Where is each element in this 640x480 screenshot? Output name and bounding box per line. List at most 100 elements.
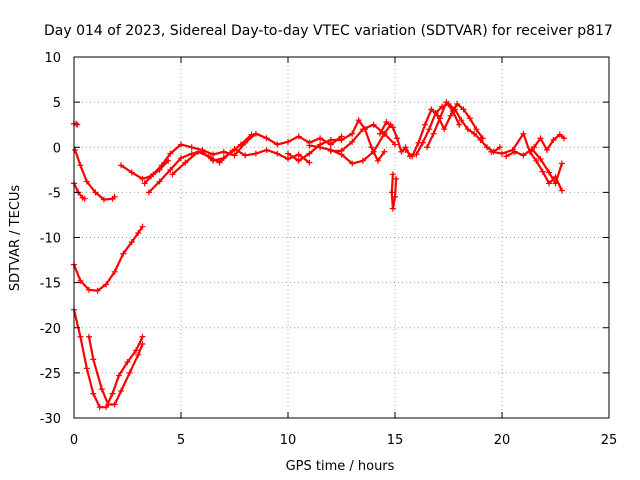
data-point [409, 153, 416, 160]
data-point [546, 169, 553, 176]
data-point [242, 152, 249, 159]
data-point [135, 229, 142, 236]
data-points [71, 99, 568, 411]
data-point [195, 148, 202, 155]
data-point [537, 155, 544, 162]
data-point [389, 205, 396, 212]
data-point [317, 135, 324, 142]
y-tick-label: -25 [40, 367, 61, 382]
data-point [295, 133, 302, 140]
x-tick-label: 5 [177, 433, 185, 448]
data-point [520, 130, 527, 137]
data-point [167, 150, 174, 157]
x-tick-label: 10 [280, 433, 297, 448]
data-point [499, 150, 505, 157]
chart-title: Day 014 of 2023, Sidereal Day-to-day VTE… [44, 23, 613, 39]
data-point [359, 157, 366, 164]
data-point [458, 117, 465, 124]
data-point [306, 150, 313, 157]
data-point [188, 144, 195, 151]
data-point [216, 159, 223, 166]
data-point [263, 146, 270, 153]
series-arc-f [85, 333, 146, 408]
data-point [145, 189, 152, 196]
data-point [419, 139, 426, 146]
data-point [150, 171, 157, 178]
data-point [252, 130, 259, 137]
y-tick-label: 10 [44, 51, 61, 66]
data-point [539, 168, 546, 175]
data-point [139, 333, 146, 340]
series-arc-d [71, 223, 146, 294]
data-point [383, 118, 390, 125]
data-point [511, 148, 518, 155]
data-point [398, 148, 405, 155]
series-trace [505, 148, 563, 185]
data-point [306, 142, 313, 149]
series-arc-r [424, 99, 463, 151]
x-tick-label: 20 [494, 433, 511, 448]
data-point [349, 138, 356, 145]
series-arc-o [388, 171, 400, 212]
data-point [83, 178, 90, 185]
data-point [133, 347, 140, 354]
data-point [402, 146, 409, 153]
series-arc-e [71, 306, 146, 411]
data-point [546, 180, 553, 187]
series-trace [171, 133, 253, 176]
data-point [436, 115, 443, 122]
data-point [285, 155, 291, 162]
data-point [85, 333, 92, 340]
series-trace [72, 225, 144, 292]
data-point [370, 121, 377, 128]
series-trace [390, 173, 398, 210]
data-point [349, 160, 356, 167]
data-point [550, 137, 557, 144]
data-point [158, 162, 165, 169]
data-point [103, 281, 110, 288]
series-arc-t [503, 146, 565, 187]
data-point [456, 121, 463, 128]
data-point [393, 175, 400, 182]
series-arc-m [327, 121, 398, 154]
data-point [374, 157, 381, 164]
data-point [178, 155, 184, 162]
data-point [169, 171, 176, 178]
data-point [432, 109, 439, 116]
data-point [274, 141, 281, 148]
data-point [377, 130, 384, 137]
data-point [231, 152, 238, 159]
data-point [98, 386, 105, 393]
data-point [118, 387, 125, 394]
data-point [83, 365, 90, 372]
data-point [338, 147, 345, 154]
data-point [443, 99, 450, 106]
data-point [126, 369, 133, 376]
data-point [295, 157, 302, 164]
series-arc-j [169, 131, 255, 178]
data-point [460, 106, 467, 113]
data-point [561, 135, 568, 142]
series-trace [490, 132, 563, 192]
data-point [355, 117, 362, 124]
series-trace [87, 335, 144, 406]
y-tick-label: 5 [53, 96, 61, 111]
series-arc-u [531, 131, 568, 153]
data-point [156, 178, 163, 185]
data-point [77, 277, 84, 284]
y-tick-label: 0 [53, 141, 61, 156]
series-arc-b [72, 146, 118, 203]
data-point [118, 162, 125, 169]
series-trace [147, 148, 311, 194]
data-point [368, 144, 375, 151]
data-point [338, 137, 345, 144]
data-point [77, 333, 84, 340]
x-axis-label: GPS time / hours [286, 459, 395, 474]
data-point [139, 175, 146, 182]
data-point [128, 169, 135, 176]
data-point [111, 401, 118, 408]
data-point [306, 159, 313, 166]
data-point [220, 148, 227, 155]
data-point [349, 130, 356, 137]
data-point [252, 150, 259, 157]
